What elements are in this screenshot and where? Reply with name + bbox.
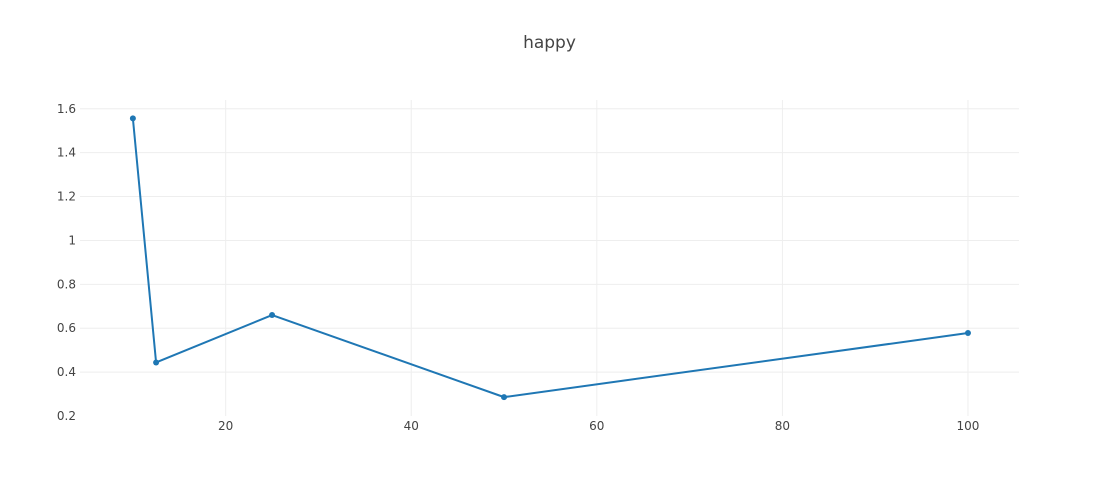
x-tick-label: 40 (404, 419, 419, 433)
axis-layer: 0.2 0.4 0.6 0.8 1 1.2 1.4 1.6 20 40 60 80 100 (57, 102, 980, 433)
data-point (964, 330, 971, 337)
x-tick-label: 80 (775, 419, 790, 433)
series-line (131, 118, 969, 399)
y-tick-label: 1 (68, 233, 76, 247)
data-point (269, 312, 276, 319)
x-tick-label: 60 (589, 419, 604, 433)
y-tick-label: 1.4 (57, 146, 76, 160)
data-point (129, 115, 136, 122)
grid-layer (80, 100, 1019, 416)
y-tick-label: 0.2 (57, 409, 76, 423)
series-layer (129, 115, 971, 401)
y-tick-label: 1.2 (57, 190, 76, 204)
y-tick-label: 1.6 (57, 102, 76, 116)
y-tick-label: 0.8 (57, 277, 76, 291)
data-point (153, 359, 160, 366)
chart-title: happy (523, 33, 576, 53)
data-point (501, 394, 508, 401)
x-tick-label: 100 (957, 419, 980, 433)
y-tick-label: 0.4 (57, 365, 76, 379)
x-tick-label: 20 (218, 419, 233, 433)
y-tick-label: 0.6 (57, 321, 76, 335)
